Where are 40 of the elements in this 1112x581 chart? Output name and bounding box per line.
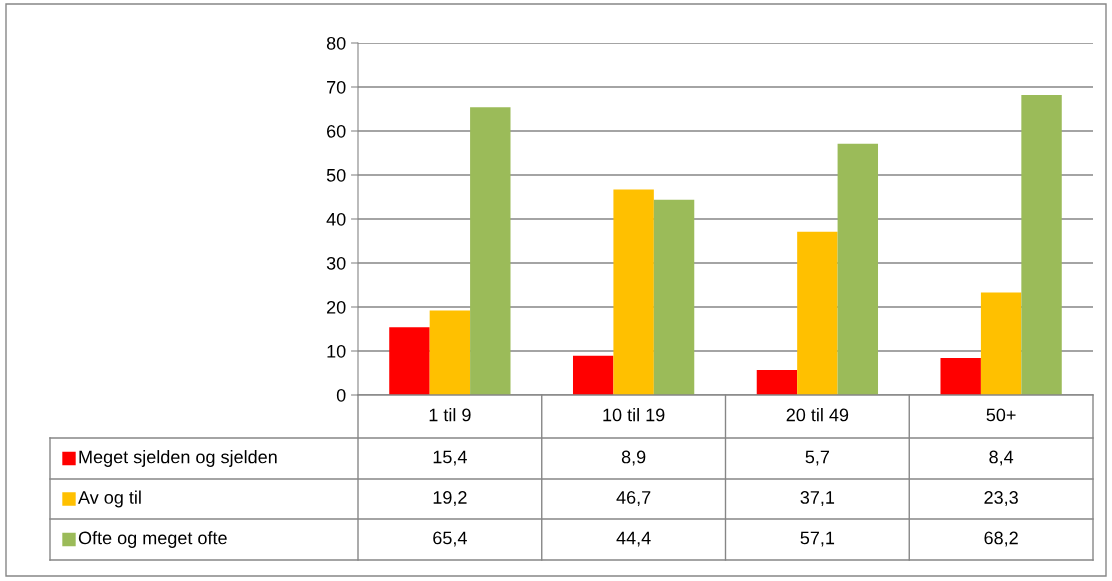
bar [389, 327, 430, 395]
data-label: 15,4 [433, 450, 467, 466]
data-label: 23,3 [984, 491, 1018, 506]
data-label: 57,1 [800, 531, 835, 547]
data-label: 19,2 [433, 491, 467, 506]
x-tick-label: 50+ [986, 408, 1016, 422]
bar [653, 199, 695, 395]
bar [756, 369, 798, 395]
y-tick-label: 0 [336, 388, 346, 402]
x-tick-label: 20 til 49 [786, 408, 849, 422]
legend-label: Ofte og meget ofte [78, 531, 227, 548]
data-label: 65,4 [433, 531, 467, 547]
y-tick-label: 70 [327, 80, 346, 94]
data-label: 37,1 [800, 491, 835, 506]
bar [980, 292, 1022, 395]
data-label: 46,7 [616, 491, 651, 506]
data-label: 44,4 [616, 531, 651, 547]
bar [797, 231, 838, 395]
y-tick-label: 50 [326, 168, 346, 182]
bar [940, 358, 981, 395]
data-label: 5,7 [805, 450, 830, 466]
bar [470, 107, 511, 395]
y-tick-label: 30 [326, 256, 346, 270]
y-tick-label: 60 [327, 124, 346, 138]
data-label: 68,2 [984, 531, 1018, 547]
bar [613, 189, 654, 395]
bar [572, 355, 614, 395]
x-tick-label: 10 til 19 [603, 408, 665, 422]
data-label: 8,4 [989, 450, 1014, 466]
legend-label: Meget sjelden og sjelden [79, 450, 277, 467]
bar [1021, 94, 1062, 395]
y-tick-label: 80 [326, 36, 346, 50]
x-tick-label: 1 til 9 [429, 408, 471, 422]
data-label: 8,9 [621, 450, 646, 466]
y-tick-label: 20 [327, 300, 346, 314]
bar [837, 143, 879, 395]
bar [429, 310, 471, 395]
y-tick-label: 40 [326, 212, 346, 226]
legend-label: Av og til [78, 490, 141, 508]
y-tick-label: 10 [327, 344, 346, 358]
